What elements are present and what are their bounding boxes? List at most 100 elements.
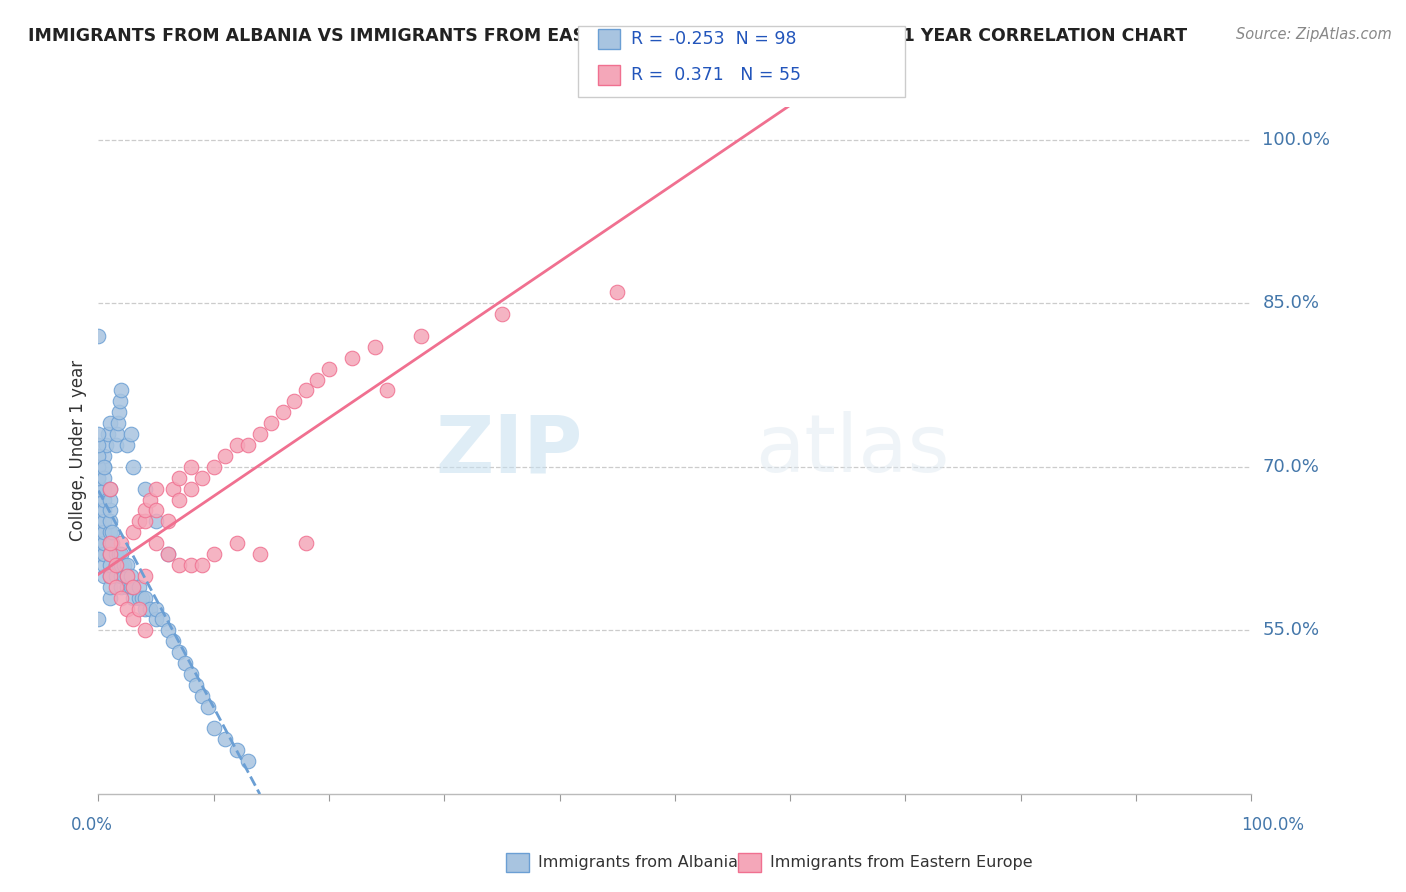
Point	[128, 514, 150, 528]
Point	[98, 525, 121, 540]
Point	[134, 601, 156, 615]
Point	[110, 569, 132, 583]
Point	[120, 569, 142, 583]
Point	[120, 427, 142, 442]
Point	[107, 416, 129, 430]
Point	[93, 569, 115, 583]
Point	[134, 569, 156, 583]
Point	[98, 569, 121, 583]
Text: Source: ZipAtlas.com: Source: ZipAtlas.com	[1236, 27, 1392, 42]
Point	[117, 558, 139, 572]
Point	[180, 667, 202, 681]
Point	[98, 547, 121, 561]
Point	[167, 645, 190, 659]
Point	[156, 547, 179, 561]
Point	[93, 503, 115, 517]
Point	[87, 612, 110, 626]
Point	[98, 503, 121, 517]
Point	[134, 591, 156, 605]
Point	[110, 558, 132, 572]
Point	[87, 482, 110, 496]
Point	[122, 591, 145, 605]
Point	[128, 601, 150, 615]
Point	[120, 580, 142, 594]
Point	[110, 591, 132, 605]
Point	[117, 438, 139, 452]
Point	[139, 492, 162, 507]
Point	[87, 438, 110, 452]
Point	[104, 580, 127, 594]
Point	[180, 558, 202, 572]
Point	[93, 525, 115, 540]
Point	[260, 416, 283, 430]
Point	[93, 514, 115, 528]
Point	[110, 580, 132, 594]
Point	[87, 503, 110, 517]
Point	[238, 754, 260, 768]
Point	[180, 459, 202, 474]
Point	[117, 601, 139, 615]
Point	[145, 503, 167, 517]
Point	[101, 525, 124, 540]
Point	[98, 536, 121, 550]
Point	[98, 547, 121, 561]
Point	[87, 471, 110, 485]
Point	[134, 482, 156, 496]
Point	[307, 373, 329, 387]
Point	[214, 732, 236, 747]
Point	[112, 569, 135, 583]
Point	[156, 514, 179, 528]
Point	[87, 427, 110, 442]
Point	[110, 547, 132, 561]
Point	[238, 438, 260, 452]
Point	[225, 438, 247, 452]
Point	[93, 459, 115, 474]
Point	[104, 558, 127, 572]
Point	[110, 536, 132, 550]
Point	[214, 449, 236, 463]
Point	[249, 547, 271, 561]
Point	[93, 459, 115, 474]
Point	[93, 471, 115, 485]
Point	[98, 482, 121, 496]
Point	[139, 601, 162, 615]
Point	[225, 743, 247, 757]
Point	[191, 558, 214, 572]
Text: atlas: atlas	[755, 411, 950, 490]
Point	[93, 547, 115, 561]
Point	[162, 634, 184, 648]
Point	[145, 482, 167, 496]
Point	[93, 536, 115, 550]
Point	[108, 558, 131, 572]
Point	[150, 612, 173, 626]
Point	[122, 580, 145, 594]
Point	[145, 612, 167, 626]
Text: 55.0%: 55.0%	[1263, 622, 1320, 640]
Point	[491, 307, 513, 321]
Point	[98, 580, 121, 594]
Text: Immigrants from Albania: Immigrants from Albania	[538, 855, 738, 870]
Point	[104, 569, 127, 583]
Point	[98, 416, 121, 430]
Point	[156, 547, 179, 561]
Text: ZIP: ZIP	[436, 411, 582, 490]
Point	[110, 394, 132, 409]
Point	[98, 514, 121, 528]
Text: IMMIGRANTS FROM ALBANIA VS IMMIGRANTS FROM EASTERN EUROPE COLLEGE, UNDER 1 YEAR : IMMIGRANTS FROM ALBANIA VS IMMIGRANTS FR…	[28, 27, 1187, 45]
Point	[202, 459, 225, 474]
Text: R =  0.371   N = 55: R = 0.371 N = 55	[631, 66, 801, 84]
Y-axis label: College, Under 1 year: College, Under 1 year	[69, 359, 87, 541]
Point	[156, 624, 179, 638]
Point	[98, 492, 121, 507]
Point	[105, 427, 128, 442]
Point	[104, 438, 127, 452]
Point	[295, 536, 318, 550]
Point	[197, 699, 219, 714]
Point	[87, 471, 110, 485]
Text: R = -0.253  N = 98: R = -0.253 N = 98	[631, 30, 797, 48]
Point	[145, 514, 167, 528]
Point	[122, 525, 145, 540]
Point	[186, 678, 208, 692]
Point	[340, 351, 363, 365]
Point	[112, 558, 135, 572]
